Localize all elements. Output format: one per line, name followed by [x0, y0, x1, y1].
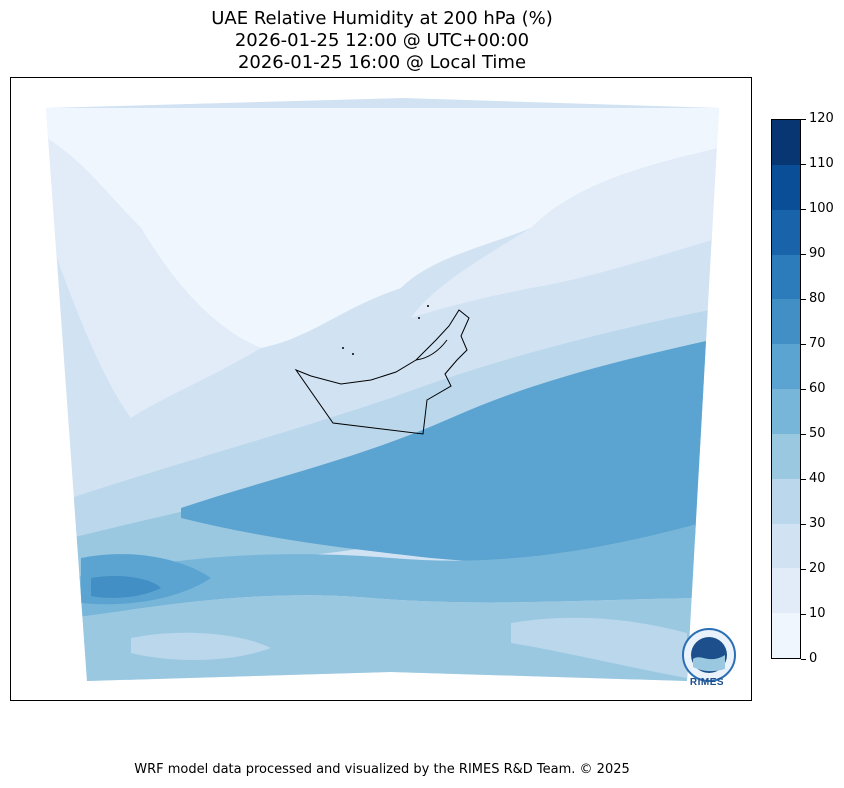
colorbar-segment — [772, 209, 800, 255]
colorbar-segment — [772, 343, 800, 389]
colorbar-tick — [801, 299, 806, 300]
colorbar — [771, 119, 801, 659]
humidity-patch-southwest-core — [91, 576, 161, 598]
colorbar-tick — [801, 569, 806, 570]
humidity-band-10-20-east — [411, 148, 719, 318]
colorbar-tick — [801, 209, 806, 210]
colorbar-tick — [801, 659, 806, 660]
island — [427, 305, 429, 307]
colorbar-tick — [801, 524, 806, 525]
title-line-3: 2026-01-25 16:00 @ Local Time — [237, 52, 527, 73]
humidity-band-0-10 — [46, 108, 719, 348]
inner-border — [415, 339, 448, 361]
colorbar-tick — [801, 614, 806, 615]
colorbar-tick-label: 80 — [809, 291, 826, 306]
colorbar-tick — [801, 164, 806, 165]
colorbar-segment — [772, 612, 800, 658]
colorbar-segment — [772, 119, 800, 165]
colorbar-tick-label: 30 — [809, 516, 826, 531]
colorbar-tick-label: 20 — [809, 561, 826, 576]
colorbar-tick-label: 40 — [809, 471, 826, 486]
colorbar-segment — [772, 254, 800, 300]
colorbar-segment — [772, 164, 800, 210]
colorbar-tick-label: 70 — [809, 336, 826, 351]
humidity-map — [46, 98, 719, 681]
island — [342, 347, 344, 349]
rimes-logo-text: RIMES — [689, 677, 725, 688]
colorbar-segment — [772, 388, 800, 434]
colorbar-tick-label: 60 — [809, 381, 826, 396]
chart-title: UAE Relative Humidity at 200 hPa (%) 202… — [0, 8, 764, 74]
colorbar-segment — [772, 478, 800, 524]
colorbar-tick-label: 100 — [809, 201, 834, 216]
uae-border — [294, 309, 470, 435]
colorbar-segment — [772, 567, 800, 614]
colorbar-segment — [772, 298, 800, 345]
colorbar-tick-label: 0 — [809, 651, 818, 666]
humidity-band-60-70 — [181, 338, 719, 562]
colorbar-tick — [801, 254, 806, 255]
colorbar-tick-label: 120 — [809, 111, 834, 126]
map-panel — [10, 77, 752, 701]
colorbar-tick — [801, 344, 806, 345]
colorbar-tick — [801, 389, 806, 390]
colorbar-tick — [801, 434, 806, 435]
colorbar-segment — [772, 523, 800, 569]
colorbar-tick-label: 110 — [809, 156, 834, 171]
humidity-patch-southeast — [511, 617, 687, 678]
footer-credit: WRF model data processed and visualized … — [134, 762, 630, 777]
colorbar-tick-label: 90 — [809, 246, 826, 261]
colorbar-segment — [772, 433, 800, 479]
humidity-band-50-60 — [71, 518, 719, 618]
humidity-band-10-20-west — [46, 138, 261, 418]
title-line-1: UAE Relative Humidity at 200 hPa (%) — [211, 8, 553, 29]
humidity-patch-south — [131, 632, 271, 660]
rimes-logo-icon — [682, 628, 736, 682]
title-line-2: 2026-01-25 12:00 @ UTC+00:00 — [234, 30, 530, 51]
island — [352, 353, 354, 355]
colorbar-tick — [801, 119, 806, 120]
colorbar-tick — [801, 479, 806, 480]
colorbar-tick-label: 50 — [809, 426, 826, 441]
humidity-band-30-40 — [71, 308, 719, 538]
island — [418, 317, 420, 319]
colorbar-tick-label: 10 — [809, 606, 826, 621]
